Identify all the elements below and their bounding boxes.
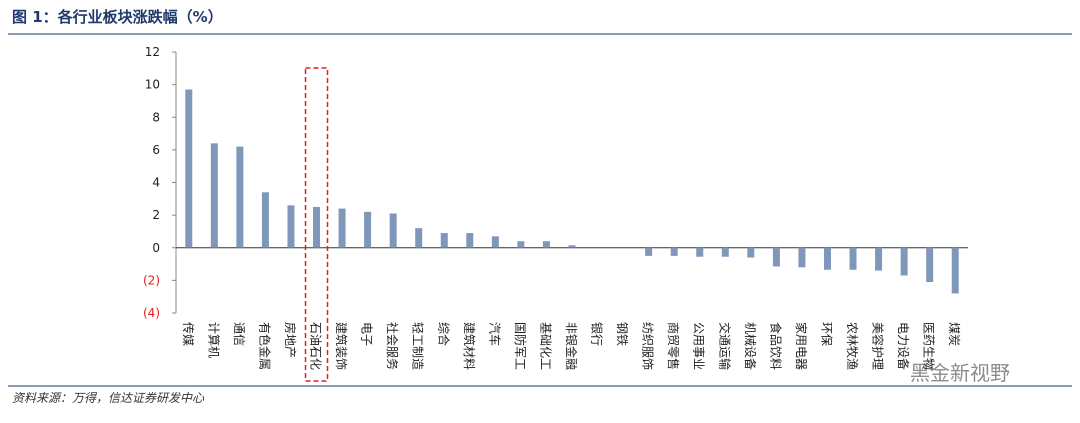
x-tick-label: 建筑装饰 bbox=[334, 322, 349, 370]
bar bbox=[568, 245, 576, 248]
x-tick-label: 石油石化 bbox=[309, 322, 323, 370]
x-tick-label: 机械设备 bbox=[743, 322, 758, 370]
y-tick-label: 6 bbox=[152, 143, 160, 157]
bar bbox=[849, 247, 857, 270]
bar bbox=[926, 247, 934, 283]
x-tick-label: 综合 bbox=[436, 322, 451, 346]
x-tick-label: 传媒 bbox=[181, 322, 196, 346]
x-tick-label: 家用电器 bbox=[794, 322, 809, 370]
bar bbox=[466, 233, 474, 248]
x-tick-label: 非银金融 bbox=[564, 322, 579, 370]
bar bbox=[287, 205, 295, 248]
y-tick-label: 10 bbox=[145, 78, 160, 92]
y-tick-label: 4 bbox=[152, 176, 160, 190]
source-note: 资料来源：万得，信达证券研发中心 bbox=[12, 391, 205, 405]
y-tick-label: 0 bbox=[152, 241, 160, 255]
x-tick-label: 美容护理 bbox=[871, 322, 886, 370]
x-tick-label: 商贸零售 bbox=[666, 322, 681, 370]
bar bbox=[185, 89, 193, 248]
x-tick-label: 通信 bbox=[232, 322, 246, 346]
x-tick-label: 煤炭 bbox=[947, 322, 961, 346]
bar bbox=[210, 143, 218, 248]
bar bbox=[875, 247, 883, 271]
bar bbox=[364, 211, 372, 248]
bar bbox=[389, 213, 397, 248]
bar bbox=[440, 233, 448, 248]
bar bbox=[542, 241, 550, 248]
bar bbox=[900, 247, 908, 276]
x-tick-label: 轻工制造 bbox=[411, 322, 425, 370]
bar bbox=[772, 247, 780, 267]
x-tick-label: 钢铁 bbox=[615, 322, 629, 346]
x-tick-label: 银行 bbox=[590, 322, 604, 346]
x-tick-label: 食品饮料 bbox=[768, 322, 783, 370]
watermark: 黑金新视野 bbox=[910, 361, 1010, 385]
x-tick-label: 环保 bbox=[819, 322, 833, 346]
x-tick-label: 纺织服饰 bbox=[641, 322, 655, 370]
bar bbox=[670, 247, 678, 256]
bar bbox=[415, 228, 423, 248]
x-tick-label: 医药生物 bbox=[922, 322, 936, 370]
bar bbox=[261, 192, 269, 248]
bar bbox=[236, 146, 244, 248]
bar bbox=[491, 236, 499, 248]
x-tick-label: 交通运输 bbox=[717, 322, 732, 370]
chart-title: 图 1：各行业板块涨跌幅（%） bbox=[12, 8, 223, 26]
x-tick-label: 国防军工 bbox=[513, 322, 528, 370]
bar bbox=[645, 247, 653, 256]
bar bbox=[517, 241, 525, 248]
x-tick-label: 社会服务 bbox=[385, 322, 400, 370]
bar bbox=[696, 247, 704, 257]
y-tick-label: 2 bbox=[152, 208, 160, 222]
bar bbox=[313, 206, 321, 248]
y-tick-label: 12 bbox=[145, 45, 160, 59]
x-tick-label: 计算机 bbox=[206, 322, 221, 358]
x-tick-label: 有色金属 bbox=[257, 322, 272, 370]
bar bbox=[721, 247, 729, 257]
highlight-box bbox=[304, 67, 329, 382]
bar bbox=[823, 247, 831, 270]
x-tick-label: 农林牧渔 bbox=[845, 322, 859, 370]
bar bbox=[338, 208, 346, 248]
y-tick-label: (2) bbox=[143, 273, 160, 287]
x-tick-label: 房地产 bbox=[283, 322, 298, 358]
x-tick-label: 汽车 bbox=[487, 322, 502, 346]
x-tick-label: 基础化工 bbox=[538, 322, 552, 370]
bar bbox=[798, 247, 806, 268]
x-tick-label: 电子 bbox=[360, 322, 374, 346]
bar bbox=[951, 247, 959, 294]
x-tick-label: 公用事业 bbox=[692, 322, 706, 370]
x-tick-label: 建筑材料 bbox=[462, 322, 477, 370]
x-tick-label: 电力设备 bbox=[896, 322, 910, 370]
bar bbox=[747, 247, 755, 258]
y-tick-label: 8 bbox=[152, 110, 160, 124]
y-tick-label: (4) bbox=[143, 306, 160, 320]
